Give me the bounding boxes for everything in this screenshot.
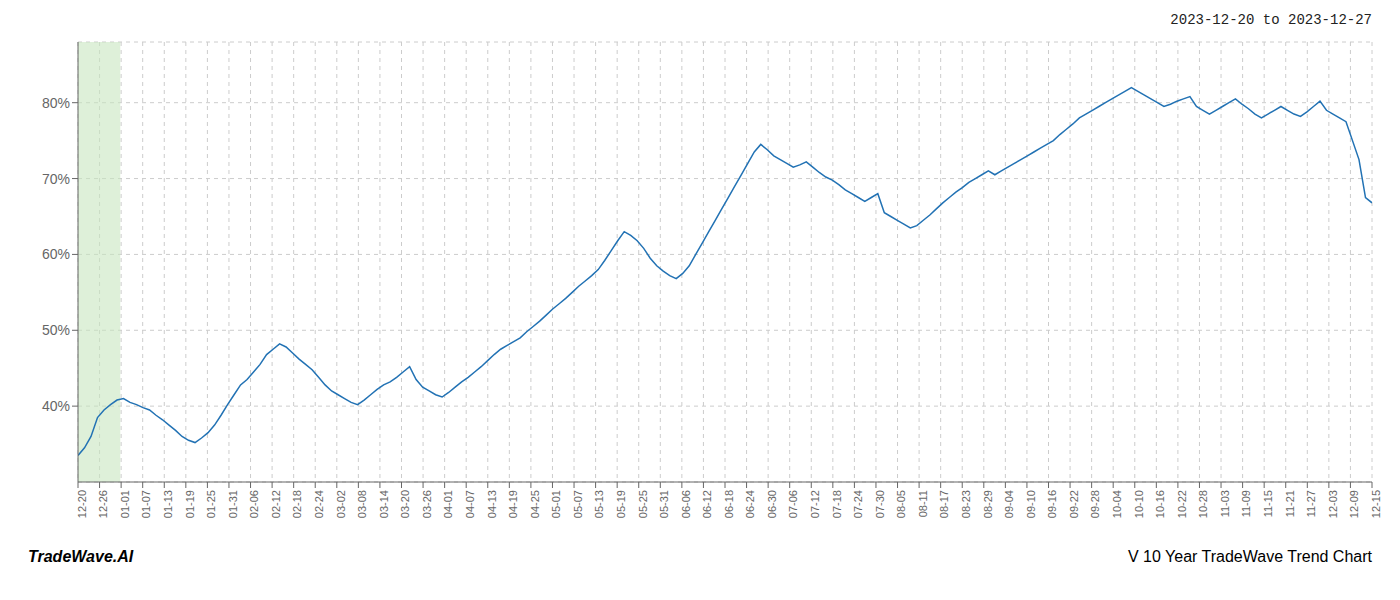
svg-text:12-26: 12-26	[97, 490, 109, 518]
html-text:V 10 Year TradeWave Trend Char: V 10 Year TradeWave Trend Chart	[1128, 548, 1372, 565]
svg-text:11-15: 11-15	[1262, 490, 1274, 517]
svg-text:12-15: 12-15	[1370, 490, 1382, 518]
svg-text:04-25: 04-25	[529, 490, 541, 518]
svg-text:11-27: 11-27	[1305, 490, 1317, 517]
svg-text:07-12: 07-12	[809, 490, 821, 518]
svg-text:03-02: 03-02	[335, 490, 347, 518]
svg-text:07-30: 07-30	[874, 490, 886, 518]
svg-text:05-31: 05-31	[658, 490, 670, 518]
svg-text:05-01: 05-01	[550, 490, 562, 518]
svg-text:10-28: 10-28	[1197, 490, 1209, 518]
svg-text:02-24: 02-24	[313, 490, 325, 518]
svg-text:01-31: 01-31	[227, 490, 239, 518]
svg-text:02-06: 02-06	[248, 490, 260, 518]
svg-text:10-22: 10-22	[1176, 490, 1188, 518]
svg-text:02-12: 02-12	[270, 490, 282, 518]
svg-text:04-07: 04-07	[464, 490, 476, 518]
svg-text:03-08: 03-08	[356, 490, 368, 518]
svg-text:12-09: 12-09	[1348, 490, 1360, 518]
html-text:TradeWave.AI: TradeWave.AI	[28, 548, 134, 565]
svg-text:01-01: 01-01	[119, 490, 131, 518]
svg-text:01-13: 01-13	[162, 490, 174, 518]
svg-text:09-16: 09-16	[1046, 490, 1058, 518]
svg-text:08-17: 08-17	[938, 490, 950, 518]
svg-text:04-01: 04-01	[442, 490, 454, 518]
svg-text:05-07: 05-07	[572, 490, 584, 518]
svg-text:50%: 50%	[42, 322, 70, 338]
svg-text:05-19: 05-19	[615, 490, 627, 518]
svg-text:10-04: 10-04	[1111, 490, 1123, 518]
svg-text:06-06: 06-06	[680, 490, 692, 518]
svg-text:09-22: 09-22	[1068, 490, 1080, 518]
svg-text:05-13: 05-13	[593, 490, 605, 518]
svg-text:06-18: 06-18	[723, 490, 735, 518]
svg-text:07-18: 07-18	[831, 490, 843, 518]
html-text:2023-12-20 to 2023-12-27: 2023-12-20 to 2023-12-27	[1170, 12, 1372, 28]
svg-text:10-16: 10-16	[1154, 490, 1166, 518]
svg-text:03-20: 03-20	[399, 490, 411, 518]
svg-text:60%: 60%	[42, 246, 70, 262]
svg-text:04-19: 04-19	[507, 490, 519, 518]
svg-text:04-13: 04-13	[486, 490, 498, 518]
svg-text:07-24: 07-24	[852, 490, 864, 518]
svg-text:08-29: 08-29	[982, 490, 994, 518]
svg-text:12-20: 12-20	[76, 490, 88, 518]
svg-text:01-19: 01-19	[184, 490, 196, 518]
svg-text:10-10: 10-10	[1133, 490, 1145, 518]
svg-text:01-25: 01-25	[205, 490, 217, 518]
svg-text:11-09: 11-09	[1240, 490, 1252, 517]
svg-text:70%: 70%	[42, 171, 70, 187]
svg-text:40%: 40%	[42, 398, 70, 414]
svg-text:08-11: 08-11	[917, 490, 929, 517]
svg-text:08-05: 08-05	[895, 490, 907, 518]
svg-text:01-07: 01-07	[141, 490, 153, 518]
svg-text:03-26: 03-26	[421, 490, 433, 518]
svg-text:11-21: 11-21	[1284, 490, 1296, 517]
svg-text:03-14: 03-14	[378, 490, 390, 518]
svg-text:06-12: 06-12	[701, 490, 713, 518]
svg-text:08-23: 08-23	[960, 490, 972, 518]
svg-text:09-04: 09-04	[1003, 490, 1015, 518]
svg-text:07-06: 07-06	[788, 490, 800, 518]
svg-text:06-24: 06-24	[744, 490, 756, 518]
svg-text:80%: 80%	[42, 95, 70, 111]
svg-text:06-30: 06-30	[766, 490, 778, 518]
svg-text:02-18: 02-18	[291, 490, 303, 518]
svg-text:09-28: 09-28	[1089, 490, 1101, 518]
svg-text:09-10: 09-10	[1025, 490, 1037, 518]
svg-text:05-25: 05-25	[637, 490, 649, 518]
svg-text:12-03: 12-03	[1327, 490, 1339, 518]
svg-text:11-03: 11-03	[1219, 490, 1231, 517]
